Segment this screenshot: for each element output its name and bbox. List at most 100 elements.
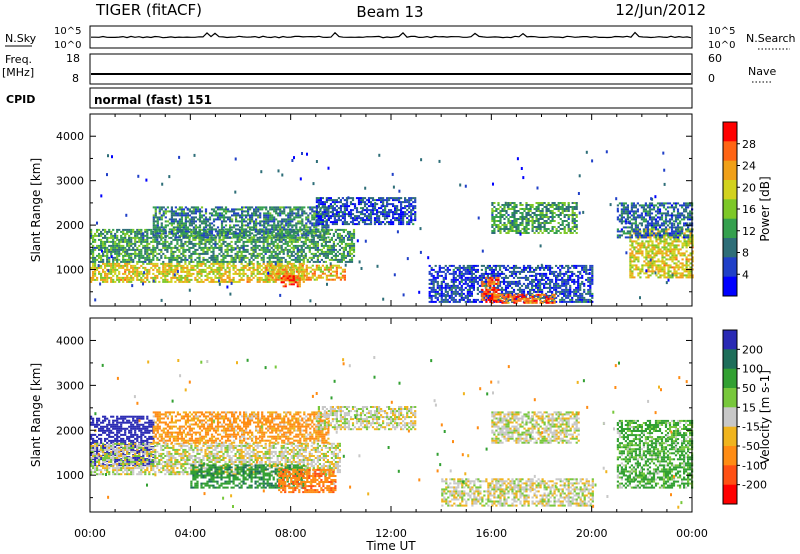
power-cell bbox=[265, 236, 268, 239]
power-cell bbox=[290, 240, 293, 243]
power-cell bbox=[176, 226, 179, 229]
power-cell bbox=[386, 203, 389, 206]
power-cell bbox=[94, 234, 97, 237]
power-cell bbox=[289, 232, 292, 235]
power-cell bbox=[333, 270, 336, 273]
power-cell bbox=[116, 246, 119, 249]
power-cell bbox=[365, 203, 369, 206]
power-cell bbox=[170, 270, 173, 273]
power-cell bbox=[434, 278, 437, 281]
power-cell bbox=[256, 262, 259, 265]
power-cell bbox=[292, 238, 295, 241]
power-cell bbox=[322, 240, 325, 243]
power-cell bbox=[481, 288, 484, 291]
power-cell bbox=[186, 230, 189, 233]
power-cell bbox=[256, 280, 259, 283]
power-cell bbox=[503, 295, 506, 298]
power-cell bbox=[396, 197, 399, 200]
power-cell bbox=[210, 258, 213, 261]
power-cell bbox=[218, 218, 222, 221]
power-cell bbox=[348, 258, 352, 261]
power-cell bbox=[94, 264, 97, 267]
power-cell bbox=[296, 240, 299, 243]
power-cell bbox=[229, 210, 232, 213]
power-cell bbox=[218, 252, 221, 255]
power-cell bbox=[547, 266, 550, 269]
power-cell bbox=[146, 238, 149, 241]
power-cell bbox=[442, 300, 445, 303]
power-cell bbox=[304, 252, 307, 255]
power-cell bbox=[116, 262, 119, 265]
power-cell bbox=[410, 205, 413, 208]
power-cell bbox=[176, 236, 179, 239]
power-cell bbox=[319, 217, 322, 220]
power-cell bbox=[178, 206, 181, 209]
power-cell bbox=[92, 238, 95, 241]
power-cell bbox=[200, 216, 204, 219]
power-cell bbox=[458, 286, 461, 289]
power-cell bbox=[271, 266, 274, 269]
power-cell bbox=[290, 279, 293, 282]
power-cell bbox=[531, 286, 534, 289]
power-cell bbox=[255, 226, 258, 229]
power-cell bbox=[549, 286, 552, 289]
power-cell bbox=[484, 270, 487, 273]
power-cell bbox=[228, 254, 231, 257]
power-cell bbox=[298, 281, 301, 284]
power-cell bbox=[343, 278, 346, 281]
power-cell bbox=[359, 207, 363, 210]
power-cell bbox=[140, 278, 143, 281]
power-cell bbox=[519, 297, 522, 300]
power-cell bbox=[454, 272, 457, 275]
power-cell bbox=[301, 224, 304, 227]
power-cell bbox=[525, 299, 528, 302]
power-cell bbox=[224, 206, 228, 209]
power-cell bbox=[579, 292, 582, 295]
power-cell bbox=[276, 260, 279, 263]
power-cell bbox=[198, 268, 201, 271]
power-cell bbox=[277, 268, 280, 271]
power-cell bbox=[497, 280, 500, 283]
power-cell bbox=[410, 217, 413, 220]
power-cell bbox=[587, 298, 590, 301]
power-cell bbox=[440, 280, 443, 283]
power-cell bbox=[130, 266, 133, 269]
power-cell bbox=[132, 260, 135, 263]
power-cell bbox=[263, 232, 266, 235]
power-cell bbox=[122, 276, 125, 279]
power-cell bbox=[232, 266, 235, 269]
power-cell bbox=[214, 280, 217, 283]
power-cell bbox=[522, 266, 526, 269]
power-cell bbox=[180, 268, 183, 271]
power-cell bbox=[172, 238, 175, 241]
power-cell bbox=[146, 254, 149, 257]
power-cell bbox=[331, 223, 334, 226]
power-cell bbox=[156, 264, 159, 267]
power-cell bbox=[230, 236, 233, 239]
power-cell bbox=[317, 212, 320, 215]
power-cell bbox=[146, 228, 149, 231]
power-cell bbox=[142, 246, 145, 249]
power-cell bbox=[166, 278, 169, 281]
power-cell bbox=[154, 214, 157, 217]
power-cell bbox=[202, 230, 206, 233]
power-cell bbox=[386, 201, 389, 204]
power-cell bbox=[533, 268, 536, 271]
power-cell bbox=[200, 236, 204, 239]
power-cell bbox=[551, 297, 554, 300]
power-cell bbox=[293, 232, 296, 235]
power-cell bbox=[567, 278, 570, 281]
power-cell bbox=[296, 254, 299, 257]
power-cell bbox=[291, 266, 294, 269]
power-cell bbox=[216, 226, 220, 229]
power-cell bbox=[170, 252, 173, 255]
power-cell bbox=[265, 228, 268, 231]
power-cell bbox=[245, 214, 248, 217]
power-cell bbox=[196, 242, 199, 245]
power-cell bbox=[328, 240, 331, 243]
power-cell bbox=[575, 298, 578, 301]
power-cell bbox=[226, 252, 229, 255]
power-cell bbox=[347, 213, 351, 216]
power-cell bbox=[116, 228, 119, 231]
power-cell bbox=[328, 246, 331, 249]
